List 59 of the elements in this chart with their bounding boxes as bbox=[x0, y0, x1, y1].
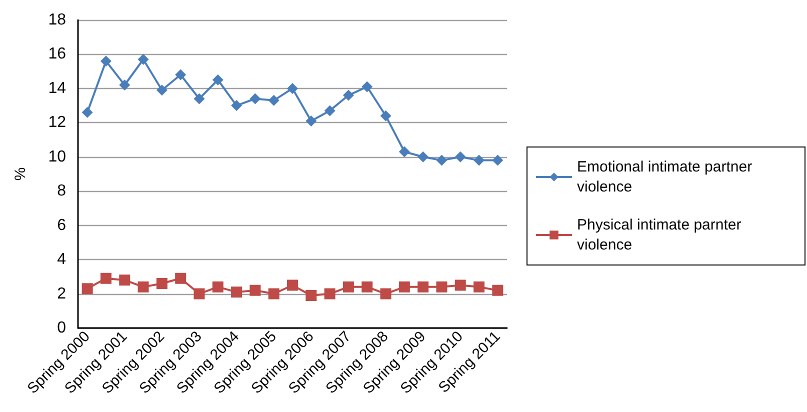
point bbox=[250, 93, 261, 104]
point bbox=[418, 151, 429, 162]
point bbox=[138, 281, 149, 292]
legend-label: Physical intimate parnter violence bbox=[577, 216, 746, 254]
point bbox=[156, 278, 168, 290]
point bbox=[194, 93, 205, 104]
y-tick-label: 6 bbox=[57, 216, 66, 234]
point bbox=[454, 151, 466, 162]
point bbox=[212, 74, 224, 86]
point bbox=[156, 84, 168, 96]
point bbox=[231, 100, 242, 112]
point bbox=[436, 281, 448, 292]
point bbox=[342, 281, 354, 292]
point bbox=[100, 272, 112, 284]
y-tick-label: 0 bbox=[57, 320, 66, 336]
y-tick-label: 12 bbox=[48, 114, 66, 132]
point bbox=[362, 281, 373, 292]
point bbox=[436, 154, 448, 166]
legend-label: Emotional intimate partner violence bbox=[577, 158, 756, 196]
point bbox=[194, 288, 205, 300]
point bbox=[268, 288, 280, 300]
y-tick-label: 16 bbox=[48, 46, 66, 63]
point bbox=[324, 288, 336, 300]
point bbox=[119, 80, 130, 91]
point bbox=[306, 115, 317, 126]
point bbox=[100, 56, 112, 67]
point bbox=[324, 105, 336, 116]
point bbox=[268, 94, 280, 106]
y-tick-label: 4 bbox=[57, 251, 66, 268]
point bbox=[492, 154, 504, 166]
point bbox=[454, 280, 466, 291]
point bbox=[418, 281, 429, 292]
point bbox=[398, 146, 410, 158]
y-tick-label: 2 bbox=[57, 285, 66, 302]
point bbox=[342, 90, 354, 101]
point bbox=[398, 281, 410, 292]
point bbox=[474, 281, 485, 292]
point bbox=[231, 286, 242, 298]
point bbox=[82, 106, 93, 118]
point bbox=[212, 281, 224, 292]
y-tick-label: 10 bbox=[48, 148, 66, 166]
y-tick-label: 14 bbox=[48, 80, 66, 97]
point bbox=[306, 290, 317, 301]
point bbox=[362, 81, 373, 92]
point bbox=[380, 288, 392, 300]
point bbox=[82, 283, 93, 294]
y-tick-label: 18 bbox=[48, 12, 66, 28]
point bbox=[287, 280, 298, 291]
point bbox=[138, 54, 149, 65]
point bbox=[250, 284, 261, 296]
point bbox=[175, 69, 186, 80]
point bbox=[175, 272, 186, 284]
point bbox=[119, 274, 130, 286]
point bbox=[474, 154, 485, 166]
point bbox=[287, 82, 298, 94]
y-tick-label: 8 bbox=[57, 182, 66, 200]
point bbox=[492, 284, 504, 296]
y-axis-title: % bbox=[12, 167, 29, 181]
point bbox=[380, 110, 392, 122]
